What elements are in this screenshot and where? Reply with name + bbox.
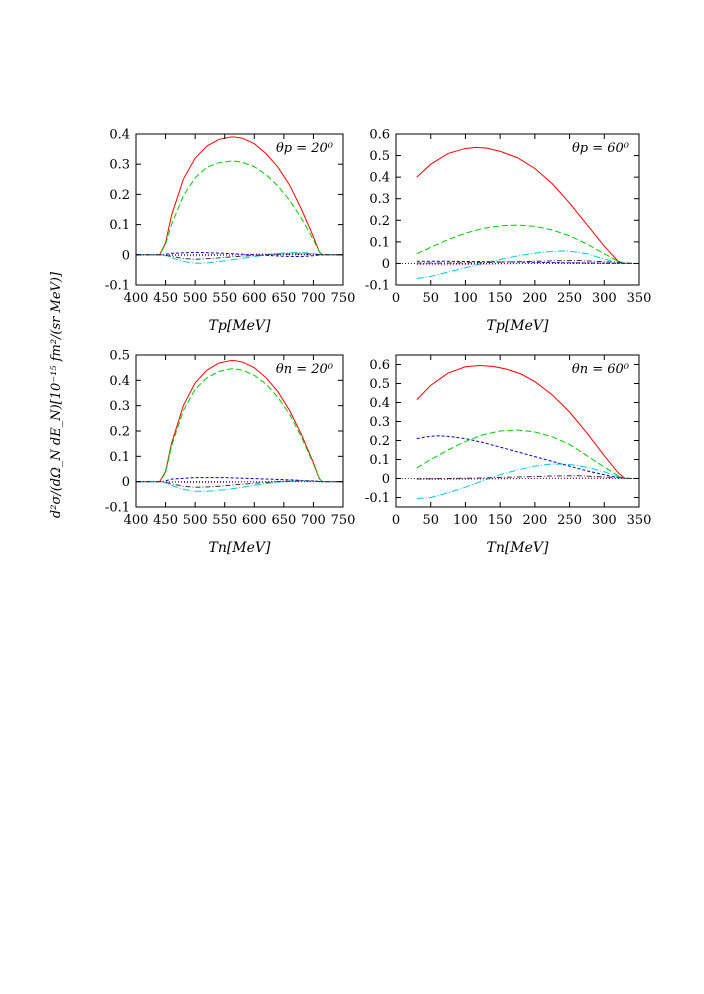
- panel-annotation: θp = 20⁰: [276, 141, 334, 156]
- y-tick-label: 0.1: [109, 218, 130, 233]
- x-tick-label: 700: [301, 291, 326, 306]
- x-tick-label: 150: [488, 291, 513, 306]
- x-tick-label: 350: [627, 513, 652, 528]
- x-tick-label: 200: [522, 291, 547, 306]
- panel-top-left: 400 450 500 550 600 650 700 750 -0.1 0 0.1 0.2 0.3 0.…: [105, 128, 355, 335]
- series-short-dashed-blue: [416, 435, 633, 479]
- y-tick-label: 0.2: [369, 214, 390, 229]
- plot-frame: [135, 133, 344, 286]
- panel-top-right: 0 50 100 150 200 250 300 350-0.100.10.20.30.40.…: [365, 128, 651, 335]
- x-tick-label: 350: [627, 291, 652, 306]
- plot-frame: [395, 354, 640, 508]
- panel-annotation: θn = 20⁰: [276, 362, 334, 377]
- y-tick-label: 0.4: [109, 374, 130, 389]
- x-tick-label: 500: [183, 291, 208, 306]
- y-tick-label: 0.5: [369, 149, 390, 164]
- series-solid-red: [136, 136, 343, 256]
- x-tick-label: 50: [422, 513, 439, 528]
- x-tick-label: 500: [183, 513, 208, 528]
- x-tick-label: 200: [522, 513, 547, 528]
- series-dash-dot-cyan: [416, 250, 633, 280]
- y-tick-label: 0.3: [109, 158, 130, 173]
- panel-annotation: θp = 60⁰: [572, 141, 630, 156]
- x-tick-label: 400: [124, 291, 149, 306]
- series-dashed-green: [416, 224, 633, 264]
- x-tick-label: 550: [212, 513, 237, 528]
- panel-bottom-left: 400 450 500 550 600 650 700 750 -0.1 0 0.1 0.2 0.3 0.…: [105, 349, 355, 557]
- x-tick-label: 300: [592, 291, 617, 306]
- x-tick-label: 0: [392, 513, 400, 528]
- panel-bottom-right: 0 50 100 150 200 250 300 350-0.100.10.20.30.40.…: [365, 354, 652, 556]
- y-tick-label: -0.1: [105, 279, 130, 294]
- y-tick-label: 0.4: [109, 128, 130, 143]
- x-tick-label: 450: [153, 291, 178, 306]
- series-solid-red: [136, 360, 343, 483]
- y-tick-label: 0.6: [369, 128, 390, 143]
- x-tick-label: 50: [422, 291, 439, 306]
- y-tick-label: 0.5: [109, 349, 130, 364]
- x-tick-label: 600: [242, 513, 267, 528]
- x-tick-label: 300: [592, 513, 617, 528]
- panel-annotation: θn = 60⁰: [572, 362, 630, 377]
- series-solid-red: [416, 364, 633, 479]
- series-dash-dot-cyan: [136, 251, 343, 264]
- y-tick-label: -0.1: [365, 279, 390, 294]
- x-tick-label: 100: [453, 291, 478, 306]
- series-dash-dot-cyan: [136, 480, 343, 492]
- y-tick-label: 0: [122, 475, 130, 490]
- x-tick-label: 700: [301, 513, 326, 528]
- x-tick-label: 250: [557, 513, 582, 528]
- x-tick-label: 750: [331, 513, 356, 528]
- x-tick-label: 250: [557, 291, 582, 306]
- y-tick-label: -0.1: [105, 501, 130, 516]
- x-axis-label: Tn[MeV]: [208, 540, 271, 556]
- y-axis-label: d²σ/(dΩ_N dE_N)[10⁻¹⁵ fm²/(sr MeV)]: [49, 271, 64, 518]
- y-tick-label: 0.5: [369, 377, 390, 392]
- x-tick-label: 0: [392, 291, 400, 306]
- x-tick-label: 450: [153, 513, 178, 528]
- x-tick-label: 150: [488, 513, 513, 528]
- y-tick-label: 0.1: [369, 453, 390, 468]
- y-tick-label: 0: [382, 257, 390, 272]
- y-tick-label: 0.4: [369, 171, 390, 186]
- series-solid-red: [416, 146, 633, 264]
- x-tick-label: 650: [271, 291, 296, 306]
- x-axis-label: Tn[MeV]: [486, 540, 549, 556]
- y-tick-label: 0.3: [369, 415, 390, 430]
- series-dashed-green: [136, 368, 343, 483]
- series-dash-dot-cyan: [416, 463, 633, 499]
- y-tick-label: 0.4: [369, 396, 390, 411]
- y-tick-label: 0: [382, 472, 390, 487]
- y-tick-label: 0.3: [109, 399, 130, 414]
- x-tick-label: 400: [124, 513, 149, 528]
- series-dash-dot-dark: [136, 480, 343, 488]
- series-dash-dot-dark: [416, 259, 633, 264]
- y-tick-label: 0.1: [369, 235, 390, 250]
- series-dash-dot-dark: [136, 253, 343, 260]
- x-tick-label: 600: [242, 291, 267, 306]
- x-axis-label: Tp[MeV]: [209, 318, 271, 334]
- series-dash-dot-dark: [416, 475, 633, 480]
- y-tick-label: 0: [122, 248, 130, 263]
- y-tick-label: 0.1: [109, 450, 130, 465]
- series-short-dashed-blue: [136, 251, 343, 258]
- x-tick-label: 750: [331, 291, 356, 306]
- y-tick-label: 0.2: [109, 425, 130, 440]
- plot-frame: [395, 133, 640, 286]
- y-tick-label: -0.1: [365, 491, 390, 506]
- y-tick-label: 0.3: [369, 192, 390, 207]
- series-dashed-green: [416, 429, 633, 479]
- x-axis-label: Tp[MeV]: [487, 318, 549, 334]
- series-dashed-green: [136, 160, 343, 256]
- y-tick-label: 0.6: [369, 358, 390, 373]
- x-tick-label: 550: [212, 291, 237, 306]
- series-short-dashed-blue: [136, 477, 343, 483]
- y-tick-label: 0.2: [369, 434, 390, 449]
- series-short-dashed-blue: [416, 260, 633, 264]
- x-tick-label: 650: [271, 513, 296, 528]
- x-tick-label: 100: [453, 513, 478, 528]
- y-tick-label: 0.2: [109, 188, 130, 203]
